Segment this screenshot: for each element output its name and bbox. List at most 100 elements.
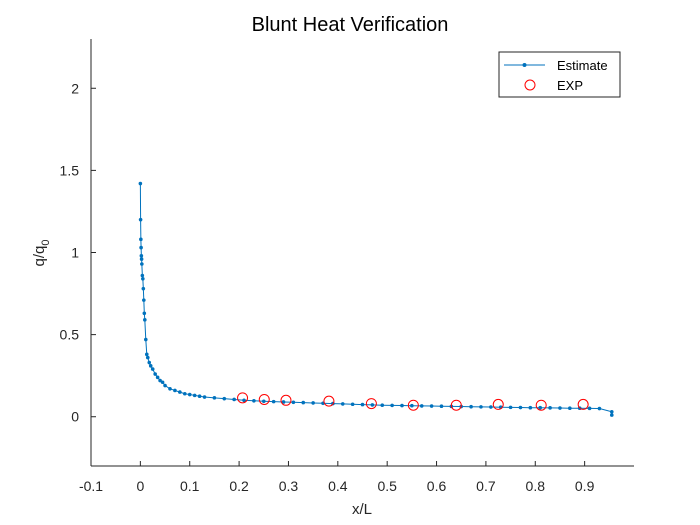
data-point-estimate <box>141 276 145 281</box>
data-point-estimate <box>568 406 572 410</box>
data-point-estimate <box>548 406 552 410</box>
data-point-exp <box>365 398 377 410</box>
data-point-estimate <box>439 404 444 409</box>
data-point-exp <box>280 394 292 406</box>
data-point-estimate <box>261 399 266 404</box>
y-tick-label: 2 <box>71 80 79 96</box>
data-point-estimate <box>143 318 147 322</box>
data-point-estimate <box>370 403 375 407</box>
x-tick-label: 0 <box>136 478 144 494</box>
x-axis-ticks: -0.1 0 0.1 0.2 0.3 0.4 0.5 0.6 0.7 0.8 0.9 <box>79 461 595 494</box>
data-point-estimate <box>609 413 614 417</box>
y-axis-ticks: 0 0.5 1 1.5 2 <box>60 80 96 425</box>
data-point-estimate <box>150 367 155 371</box>
data-point-estimate <box>410 403 414 408</box>
data-point-estimate <box>597 406 602 411</box>
data-point-estimate <box>301 400 306 405</box>
x-tick-label: -0.1 <box>79 478 103 494</box>
data-point-estimate <box>148 364 153 368</box>
legend-estimate-marker <box>522 63 527 67</box>
data-point-estimate <box>145 355 150 360</box>
x-axis-label: x/L <box>352 501 372 518</box>
data-point-estimate <box>252 399 256 403</box>
data-point-estimate <box>380 403 385 408</box>
x-tick-label: 0.1 <box>180 478 200 494</box>
data-point-estimate <box>147 360 152 365</box>
data-point-estimate <box>141 286 146 291</box>
data-point-estimate <box>360 402 365 407</box>
y-tick-label: 0.5 <box>60 327 80 343</box>
data-point-estimate <box>138 181 143 186</box>
data-point-estimate <box>139 237 143 242</box>
data-point-estimate <box>143 337 148 342</box>
data-point-estimate <box>419 404 424 408</box>
data-point-estimate <box>153 372 157 376</box>
data-point-estimate <box>518 405 523 410</box>
data-point-estimate <box>340 402 345 406</box>
data-point-estimate <box>350 402 355 407</box>
legend-estimate-label: Estimate <box>557 58 608 73</box>
data-point-estimate <box>139 245 143 250</box>
y-tick-label: 1 <box>71 245 79 261</box>
data-point-estimate <box>187 392 192 397</box>
series-layer <box>138 181 614 417</box>
data-point-estimate <box>178 390 182 394</box>
chart-title: Blunt Heat Verification <box>252 14 449 36</box>
data-point-estimate <box>479 405 483 409</box>
series-exp <box>237 392 589 411</box>
x-tick-label: 0.8 <box>526 478 546 494</box>
data-point-estimate <box>139 257 144 261</box>
data-point-estimate <box>142 311 147 316</box>
x-tick-label: 0.3 <box>279 478 299 494</box>
data-point-estimate <box>155 375 160 380</box>
legend-exp-label: EXP <box>557 78 583 93</box>
x-tick-label: 0.2 <box>229 478 249 494</box>
data-point-estimate <box>281 400 286 404</box>
data-point-exp <box>577 398 589 410</box>
data-point-estimate <box>390 403 394 408</box>
data-point-estimate <box>291 400 296 405</box>
data-point-estimate <box>587 406 592 411</box>
data-point-estimate <box>144 352 149 357</box>
legend-box <box>498 51 621 98</box>
data-point-estimate <box>242 398 246 403</box>
y-axis-label-base: q/q <box>31 246 48 267</box>
data-point-estimate <box>558 406 562 410</box>
data-point-estimate <box>138 217 143 222</box>
data-point-estimate <box>202 395 207 399</box>
data-point-estimate <box>212 396 217 400</box>
data-point-estimate <box>508 405 513 410</box>
data-point-estimate <box>140 273 145 278</box>
legend: Estimate EXP <box>498 51 621 98</box>
x-tick-label: 0.9 <box>575 478 595 494</box>
data-point-exp <box>407 399 419 411</box>
data-point-estimate <box>311 401 315 405</box>
x-tick-label: 0.4 <box>328 478 348 494</box>
y-axis-label: q/q0 <box>31 240 52 267</box>
x-tick-label: 0.7 <box>476 478 496 494</box>
data-point-estimate <box>271 399 276 404</box>
data-point-estimate <box>192 393 197 398</box>
data-point-estimate <box>429 404 434 408</box>
data-point-estimate <box>163 383 167 388</box>
data-point-exp <box>323 395 335 407</box>
data-point-exp <box>450 399 462 411</box>
data-point-estimate <box>168 387 172 391</box>
data-point-estimate <box>400 403 404 408</box>
y-axis-label-subscript: 0 <box>40 240 52 246</box>
data-point-estimate <box>222 396 227 401</box>
data-point-estimate <box>139 253 144 258</box>
data-point-estimate <box>142 298 146 302</box>
data-point-estimate <box>197 394 202 399</box>
y-tick-label: 0 <box>71 409 79 425</box>
data-point-exp <box>237 392 249 404</box>
data-point-estimate <box>528 405 533 410</box>
legend-exp-marker <box>524 79 536 91</box>
data-point-estimate <box>469 404 473 409</box>
data-point-exp <box>492 398 504 410</box>
x-tick-label: 0.6 <box>427 478 447 494</box>
data-point-estimate <box>140 262 144 266</box>
data-point-estimate <box>232 397 236 402</box>
data-point-exp <box>258 393 270 405</box>
